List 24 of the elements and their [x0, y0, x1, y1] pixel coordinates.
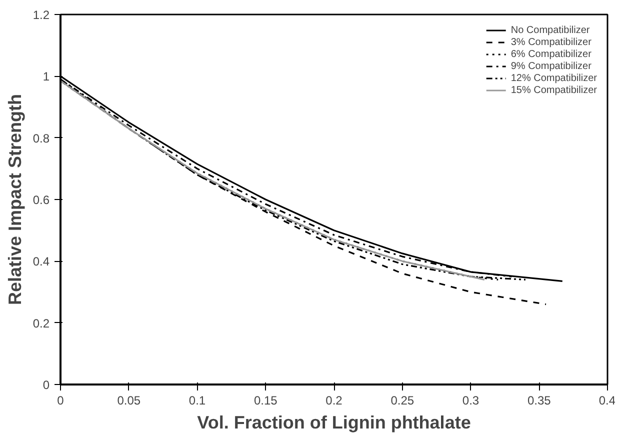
- y-tick-label: 0: [42, 378, 50, 392]
- x-tick-label: 0.4: [598, 394, 616, 408]
- y-tick-label: 0.4: [32, 254, 50, 269]
- x-tick-label: 0.25: [390, 394, 414, 408]
- x-tick-label: 0.1: [188, 394, 206, 408]
- x-axis-title: Vol. Fraction of Lignin phthalate: [197, 412, 471, 432]
- y-tick-label: 0.6: [32, 193, 50, 207]
- y-tick-label: 0.8: [32, 131, 50, 146]
- x-tick-label: 0: [57, 394, 64, 408]
- legend-label: 12% Compatibilizer: [510, 72, 597, 84]
- x-tick-label: 0.3: [462, 394, 480, 408]
- y-axis-title: Relative Impact Strength: [4, 94, 25, 306]
- legend-label: 3% Compatibilizer: [510, 36, 592, 48]
- y-tick-label: 1.2: [32, 8, 50, 22]
- x-tick-label: 0.2: [326, 394, 343, 408]
- legend-label: 15% Compatibilizer: [510, 84, 597, 96]
- legend-label: 9% Compatibilizer: [510, 60, 592, 72]
- legend-label: 6% Compatibilizer: [510, 48, 592, 60]
- legend-label: No Compatibilizer: [510, 24, 590, 36]
- x-tick-label: 0.15: [254, 394, 278, 408]
- x-tick-label: 0.05: [117, 394, 141, 408]
- y-tick-label: 0.2: [32, 316, 50, 330]
- x-tick-label: 0.35: [527, 394, 552, 408]
- y-tick-label: 1: [42, 70, 50, 84]
